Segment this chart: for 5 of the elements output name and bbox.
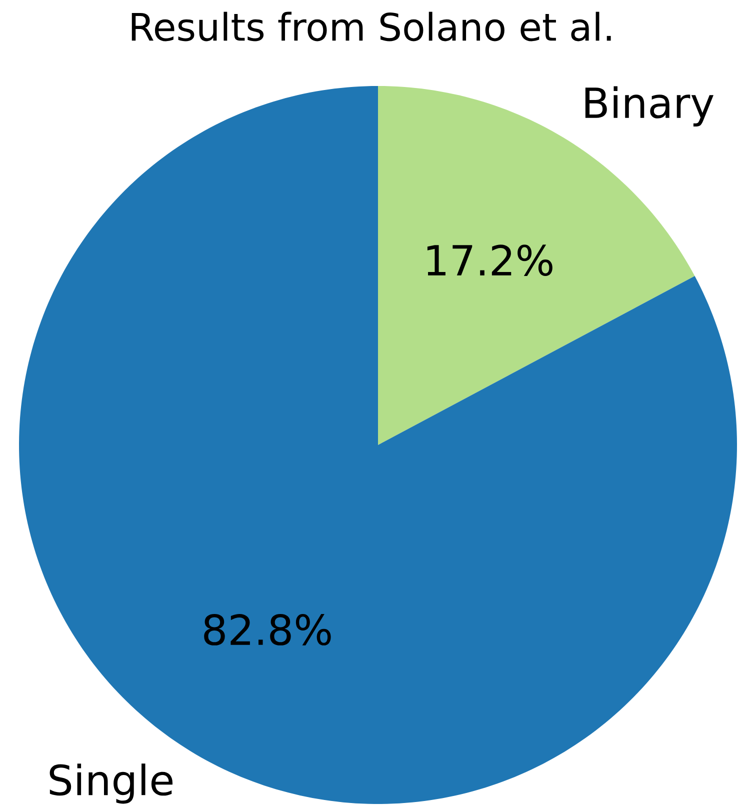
data-label: 82.8% — [204, 614, 331, 646]
chart-title: Results from Solano et al. — [132, 12, 611, 42]
data-label: 17.2% — [427, 244, 552, 276]
slice-label: Binary — [585, 86, 714, 126]
slice-label: Single — [50, 764, 172, 804]
